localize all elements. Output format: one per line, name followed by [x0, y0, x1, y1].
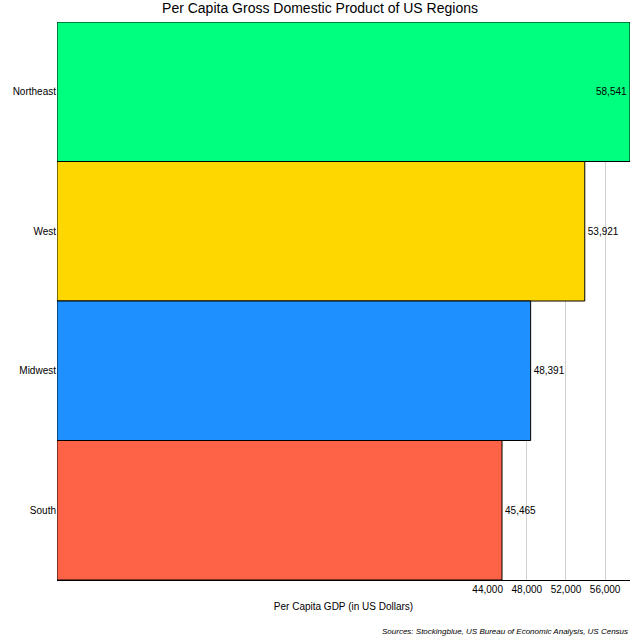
svg-text:58,541: 58,541: [596, 86, 627, 97]
svg-text:Northeast: Northeast: [13, 86, 57, 97]
svg-text:56,000: 56,000: [590, 584, 621, 595]
svg-text:48,000: 48,000: [512, 584, 543, 595]
svg-text:53,921: 53,921: [588, 226, 619, 237]
svg-text:52,000: 52,000: [551, 584, 582, 595]
svg-text:44,000: 44,000: [472, 584, 503, 595]
svg-text:West: West: [33, 226, 56, 237]
svg-text:Per Capita Gross Domestic Prod: Per Capita Gross Domestic Product of US …: [162, 0, 478, 16]
svg-text:South: South: [30, 505, 56, 516]
svg-text:48,391: 48,391: [534, 365, 565, 376]
svg-text:Per Capita GDP (in US Dollars): Per Capita GDP (in US Dollars): [274, 601, 413, 612]
svg-text:45,465: 45,465: [505, 505, 536, 516]
svg-text:Midwest: Midwest: [19, 365, 56, 376]
svg-text:Sources: Stockingblue, US Bure: Sources: Stockingblue, US Bureau of Econ…: [382, 627, 628, 636]
